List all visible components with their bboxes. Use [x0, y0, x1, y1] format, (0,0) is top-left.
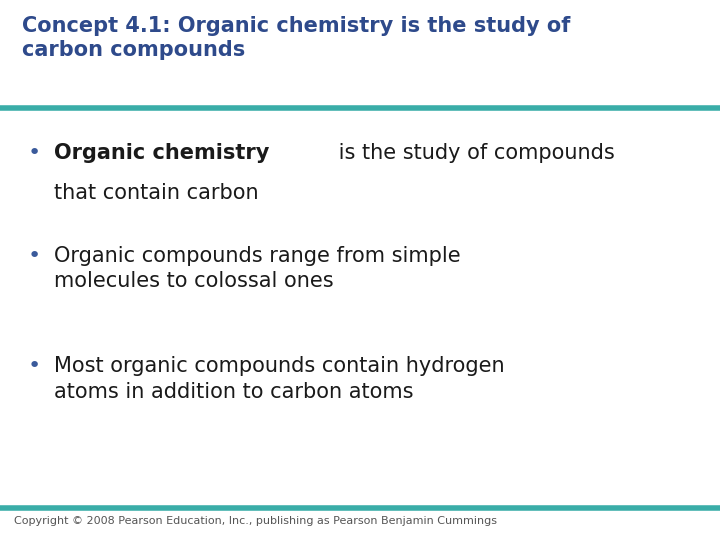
- Text: Organic chemistry: Organic chemistry: [54, 143, 269, 163]
- Text: is the study of compounds: is the study of compounds: [332, 143, 615, 163]
- Text: •: •: [27, 356, 40, 376]
- Text: Organic compounds range from simple
molecules to colossal ones: Organic compounds range from simple mole…: [54, 246, 461, 291]
- Text: •: •: [27, 143, 40, 163]
- Text: Copyright © 2008 Pearson Education, Inc., publishing as Pearson Benjamin Cumming: Copyright © 2008 Pearson Education, Inc.…: [14, 516, 498, 526]
- Text: Most organic compounds contain hydrogen
atoms in addition to carbon atoms: Most organic compounds contain hydrogen …: [54, 356, 505, 402]
- Text: Concept 4.1: Organic chemistry is the study of
carbon compounds: Concept 4.1: Organic chemistry is the st…: [22, 16, 570, 60]
- Text: that contain carbon: that contain carbon: [54, 183, 258, 202]
- Text: •: •: [27, 246, 40, 266]
